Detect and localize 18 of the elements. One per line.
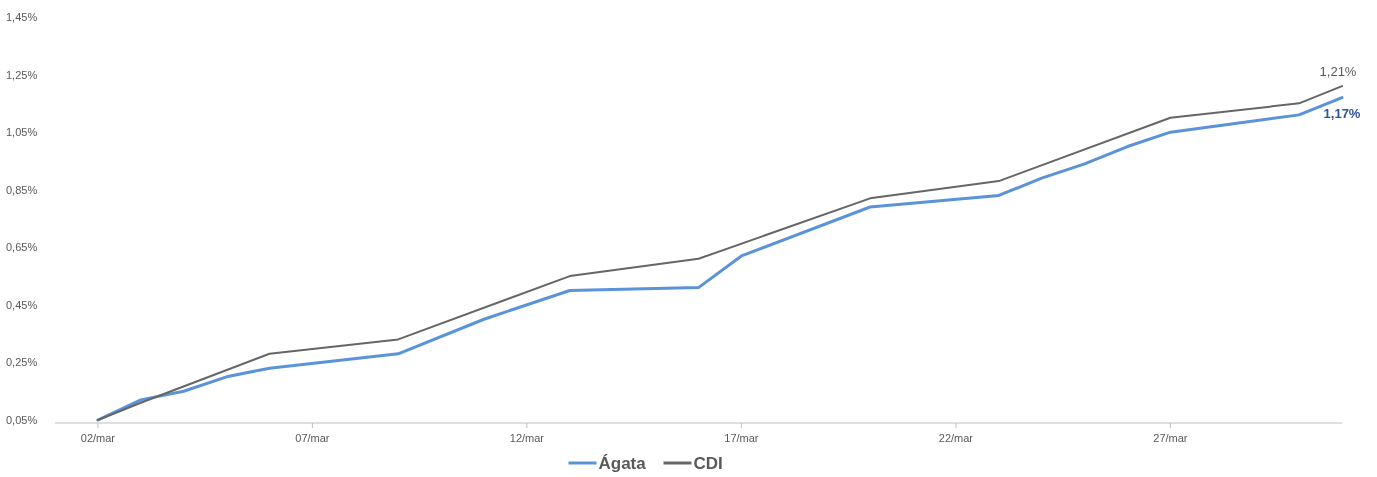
x-tick-label: 07/mar [295, 432, 330, 444]
x-tick-label: 22/mar [938, 432, 974, 444]
y-tick-label: 0,25% [6, 356, 38, 369]
x-tick-label: 12/mar [509, 432, 545, 444]
y-tick-label: 0,05% [6, 414, 38, 426]
y-tick-label: 0,45% [6, 298, 38, 311]
x-tick-label: 27/mar [1153, 432, 1188, 444]
y-tick-label: 0,85% [6, 183, 38, 196]
x-tick-label: 02/mar [80, 432, 116, 444]
legend-label: CDI [693, 454, 723, 473]
y-tick-label: 1,25% [6, 68, 38, 81]
data-label: 1,21% [1319, 64, 1357, 80]
x-tick-label: 17/mar [724, 432, 759, 444]
y-tick-label: 0,65% [6, 241, 38, 254]
y-tick-label: 1,45% [6, 11, 38, 23]
y-tick-label: 1,05% [6, 126, 38, 139]
data-label: 1,17% [1323, 105, 1361, 121]
legend-label: Ágata [598, 454, 647, 473]
